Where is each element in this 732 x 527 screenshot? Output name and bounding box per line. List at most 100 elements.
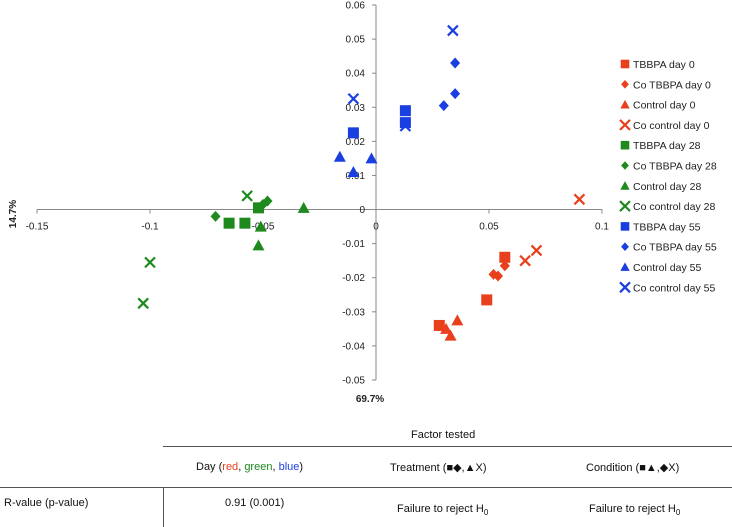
- table-header-rule: [0, 487, 732, 488]
- legend-label: Co TBBPA day 0: [633, 79, 711, 91]
- legend-marker: [620, 140, 630, 150]
- legend-label: Control day 55: [633, 262, 701, 274]
- legend-item: Co TBBPA day 28: [621, 161, 717, 173]
- data-point: [333, 150, 346, 162]
- legend-item: TBBPA day 55: [620, 221, 701, 233]
- data-point: [444, 329, 457, 341]
- row-label-r-value: R-value (p-value): [4, 497, 89, 509]
- data-point: [450, 88, 461, 100]
- data-point: [451, 314, 464, 326]
- y-tick-label: 0.02: [346, 137, 366, 148]
- legend-label: Co control day 55: [633, 282, 715, 294]
- legend-item: Co control day 55: [619, 281, 715, 294]
- legend-marker: [620, 262, 630, 271]
- data-point: [399, 105, 411, 117]
- y-tick-label: -0.03: [342, 307, 365, 318]
- x-marker-stroke: [144, 256, 156, 269]
- legend-label: Co TBBPA day 55: [633, 242, 717, 254]
- day-r-value: 0.91 (0.001): [225, 497, 285, 509]
- condition-result: Failure to reject H0: [589, 503, 680, 517]
- table-top-rule: [163, 446, 732, 447]
- data-point: [252, 239, 265, 251]
- y-tick-label: -0.01: [342, 239, 365, 250]
- legend-item: TBBPA day 28: [620, 140, 701, 152]
- chart-axes: [37, 5, 602, 380]
- x-marker-stroke: [347, 92, 360, 105]
- y-tick-label: 0.05: [346, 35, 366, 46]
- x-marker-stroke: [619, 281, 631, 294]
- legend-marker: [621, 80, 629, 89]
- col-day-prefix: Day (: [196, 461, 223, 473]
- data-point: [144, 256, 156, 269]
- data-point: [365, 152, 378, 164]
- table-column-rule: [163, 488, 164, 527]
- pca-scatter-chart: -0.15 -0.1 -0.05 0 0.05 0.1 0.06 0.05 0.04 0.03 0…: [8, 1, 717, 406]
- col-header-day: Day (red, green, blue): [196, 461, 303, 473]
- data-point: [450, 57, 461, 69]
- legend-item: Control day 55: [620, 262, 701, 274]
- legend-marker: [621, 242, 629, 251]
- y-tick-label: 0.03: [346, 103, 366, 114]
- y-tick-label: 0.04: [346, 69, 366, 80]
- data-point: [254, 220, 267, 232]
- col-day-red: red: [222, 461, 239, 473]
- legend-label: Control day 28: [633, 181, 701, 193]
- x-tick-label: -0.15: [26, 222, 49, 233]
- data-point: [530, 244, 543, 257]
- y-tick-label: 0: [359, 205, 365, 216]
- legend-item: Co control day 0: [619, 119, 710, 132]
- data-point: [262, 195, 273, 207]
- data-point: [137, 297, 149, 310]
- legend-marker: [619, 119, 631, 131]
- y-axis-label: 14.7%: [8, 200, 19, 228]
- data-point: [481, 294, 493, 306]
- y-tick-label: -0.02: [342, 273, 365, 284]
- legend-item: Control day 0: [620, 99, 696, 112]
- col-day-blue: blue: [278, 461, 300, 473]
- data-point: [499, 251, 511, 263]
- x-marker-stroke: [137, 297, 149, 310]
- legend-label: Control day 0: [633, 100, 696, 112]
- data-point: [347, 127, 359, 139]
- col-day-green: green: [244, 461, 273, 473]
- x-marker-stroke: [519, 254, 531, 267]
- condition-result-text: Failure to reject H: [589, 503, 676, 515]
- data-point: [252, 202, 264, 214]
- x-tick-labels: -0.15-0.1-0.0500.050.1: [26, 209, 609, 233]
- legend-marker: [620, 222, 630, 231]
- legend-item: Co TBBPA day 0: [621, 79, 711, 91]
- x-marker-stroke: [399, 120, 412, 132]
- legend-item: Control day 28: [620, 181, 701, 193]
- y-tick-labels: 0.060.050.040.030.020.010-0.01-0.02-0.03…: [342, 1, 376, 387]
- data-point: [399, 117, 411, 129]
- data-point: [223, 217, 235, 229]
- data-point: [241, 190, 253, 202]
- col-day-sep1: ,: [238, 461, 245, 473]
- col-header-condition: Condition (■▲,◆X): [586, 462, 680, 474]
- legend-marker: [620, 99, 630, 109]
- legend-item: Co TBBPA day 55: [621, 242, 717, 254]
- data-point: [447, 24, 459, 37]
- y-tick-label: 0.06: [346, 1, 366, 12]
- x-axis-label: 69.7%: [356, 394, 384, 405]
- legend-marker: [620, 59, 630, 69]
- col-day-suffix: ): [299, 461, 304, 473]
- x-tick-label: 0: [373, 222, 379, 233]
- x-marker-stroke: [573, 193, 586, 206]
- treatment-result-subscript: 0: [483, 508, 489, 518]
- legend-label: TBBPA day 28: [633, 140, 701, 152]
- x-tick-label: 0.05: [479, 222, 499, 233]
- x-marker-stroke: [241, 190, 253, 202]
- legend: TBBPA day 0 Co TBBPA day 0 Control day 0 Co…: [619, 59, 717, 294]
- condition-result-subscript: 0: [675, 508, 681, 518]
- legend-marker: [620, 181, 630, 190]
- data-point: [433, 319, 445, 331]
- col-header-treatment: Treatment (■◆,▲X): [390, 462, 487, 474]
- col-day-sep2: ,: [272, 461, 279, 473]
- legend-marker: [619, 200, 631, 212]
- x-tick-label: 0.1: [595, 222, 609, 233]
- legend-marker: [621, 161, 629, 170]
- data-points: [137, 24, 586, 341]
- treatment-result-text: Failure to reject H: [397, 503, 484, 515]
